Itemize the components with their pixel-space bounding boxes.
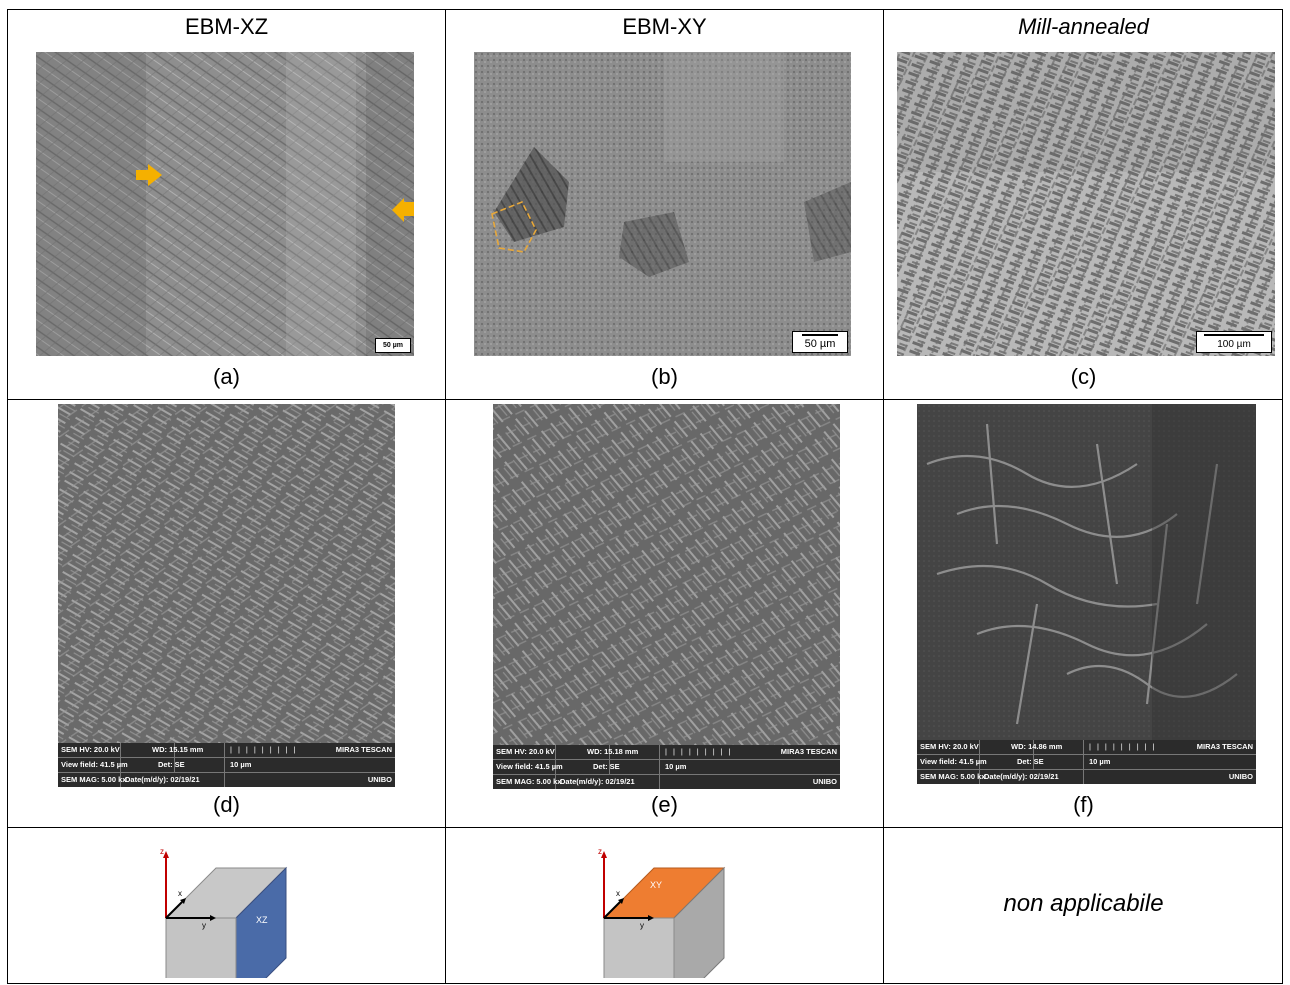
scale-bar-line [802,334,838,336]
sem-info-bar: SEM HV: 20.0 kV WD: 15.18 mm ||||||||| M… [493,745,840,789]
y-axis-label: y [202,921,206,930]
face-label-xz: XZ [256,915,268,925]
micrograph-texture [897,52,1275,356]
scale-bar: 50 µm [375,338,411,353]
row-divider [8,827,1282,828]
caption-c: (c) [1070,364,1097,389]
arrow-marker [392,198,414,222]
row-divider [8,399,1282,400]
sem-detector: Det: SE [158,760,185,769]
orientation-diagram-xz: z x y XZ [160,848,288,978]
micrograph-texture [917,404,1256,740]
sem-info-bar: SEM HV: 20.0 kV WD: 15.15 mm ||||||||| M… [58,743,395,787]
sem-hv: SEM HV: 20.0 kV [496,747,555,756]
sem-mag: SEM MAG: 5.00 kx [61,775,127,784]
scale-bar: 100 µm [1196,331,1272,353]
cell-b: EBM-XY [446,10,883,399]
sem-detector: Det: SE [593,762,620,771]
sem-org: UNIBO [1228,772,1253,781]
face-label-xy: XY [650,880,662,890]
micrograph-texture [58,404,395,743]
cell-e: SEM HV: 20.0 kV WD: 15.18 mm ||||||||| M… [446,400,883,827]
sem-brand: MIRA3 TESCAN [780,747,837,756]
z-axis-label: z [160,848,164,856]
caption-a: (a) [213,364,240,389]
cell-d: SEM HV: 20.0 kV WD: 15.15 mm ||||||||| M… [8,400,445,827]
sem-scale: 10 µm [665,762,687,771]
micrograph-texture [474,52,851,356]
sem-org: UNIBO [812,777,837,786]
sem-scale: 10 µm [230,760,252,769]
sem-date: Date(m/d/y): 02/19/21 [560,777,635,786]
caption-b: (b) [651,364,678,389]
column-divider [445,10,446,983]
figure-table: EBM-XZ [7,9,1283,984]
sem-hv: SEM HV: 20.0 kV [920,742,979,751]
sem-wd: WD: 15.15 mm [152,745,204,754]
sem-hv: SEM HV: 20.0 kV [61,745,120,754]
cell-diagram-xy: z x y XY [446,828,883,984]
x-axis-label: x [178,889,182,898]
sem-detector: Det: SE [1017,757,1044,766]
cell-diagram-xz: z x y XZ [8,828,445,984]
scale-bar: 50 µm [792,331,848,353]
cell-not-applicable: non applicabile [884,828,1283,984]
sem-wd: WD: 14.86 mm [1011,742,1063,751]
micrograph-texture [36,52,414,356]
optical-micrograph-a: 50 µm [36,52,414,356]
x-axis-line [603,901,621,919]
sem-micrograph-e: SEM HV: 20.0 kV WD: 15.18 mm ||||||||| M… [493,404,840,789]
sem-micrograph-f: SEM HV: 20.0 kV WD: 14.86 mm ||||||||| M… [917,404,1256,784]
caption-d: (d) [213,792,240,817]
optical-micrograph-b: 50 µm [474,52,851,356]
orientation-diagram-xy: z x y XY [598,848,726,978]
sem-mag: SEM MAG: 5.00 kx [496,777,562,786]
x-axis-label: x [616,889,620,898]
sem-micrograph-d: SEM HV: 20.0 kV WD: 15.15 mm ||||||||| M… [58,404,395,787]
header-mill-annealed: Mill-annealed [1018,14,1149,39]
z-axis-label: z [598,848,602,856]
sem-org: UNIBO [367,775,392,784]
header-ebm-xz: EBM-XZ [184,14,269,39]
sem-view-field: View field: 41.5 µm [920,757,987,766]
sem-scale: 10 µm [1089,757,1111,766]
xz-face [235,866,287,978]
cell-c: Mill-annealed 10 [884,10,1283,399]
x-axis-line [165,901,183,919]
sem-mag: SEM MAG: 5.00 kx [920,772,986,781]
sem-brand: MIRA3 TESCAN [1196,742,1253,751]
sem-date: Date(m/d/y): 02/19/21 [984,772,1059,781]
cell-f: SEM HV: 20.0 kV WD: 14.86 mm ||||||||| M… [884,400,1283,827]
cell-a: EBM-XZ [8,10,445,399]
micrograph-texture [493,404,840,745]
y-axis-label: y [640,921,644,930]
sem-info-bar: SEM HV: 20.0 kV WD: 14.86 mm ||||||||| M… [917,740,1256,784]
column-divider [883,10,884,983]
scale-bar-line [1204,334,1264,336]
sem-view-field: View field: 41.5 µm [61,760,128,769]
caption-e: (e) [651,792,678,817]
sem-brand: MIRA3 TESCAN [335,745,392,754]
not-applicable-text: non applicabile [1003,890,1164,917]
optical-micrograph-c: 100 µm [897,52,1275,356]
header-ebm-xy: EBM-XY [622,14,707,39]
arrow-marker [136,164,162,186]
sem-date: Date(m/d/y): 02/19/21 [125,775,200,784]
caption-f: (f) [1073,792,1094,817]
sem-view-field: View field: 41.5 µm [496,762,563,771]
sem-wd: WD: 15.18 mm [587,747,639,756]
